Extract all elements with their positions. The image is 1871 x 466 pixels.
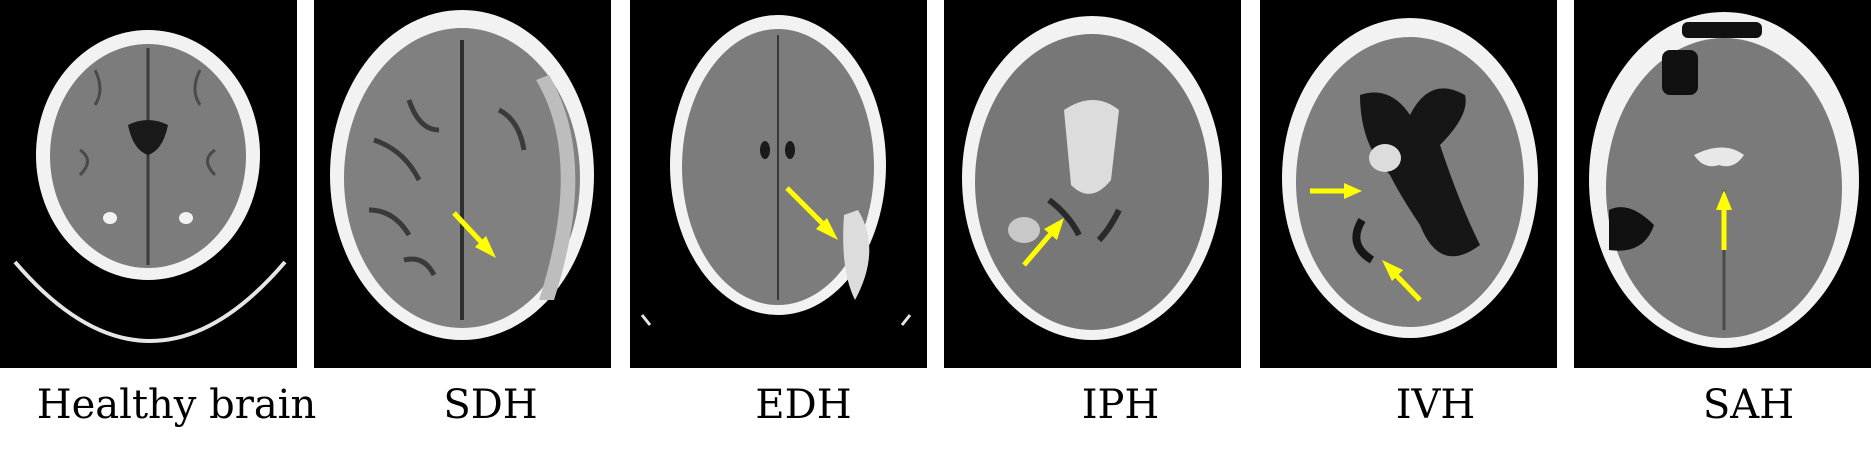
yellow-arrow-icon — [1382, 260, 1422, 302]
caption-iph: IPH — [1081, 382, 1160, 428]
caption-ivh: IVH — [1395, 382, 1476, 428]
ct-scan-sah — [1574, 0, 1871, 368]
yellow-arrow-icon — [1716, 190, 1732, 250]
ct-scan-edh — [630, 0, 927, 368]
ct-scan-sdh — [314, 0, 611, 368]
caption-sah: SAH — [1702, 382, 1795, 428]
caption-edh: EDH — [755, 382, 852, 428]
ct-scan-iph — [944, 0, 1241, 368]
caption-sdh: SDH — [443, 382, 538, 428]
yellow-arrow-icon — [785, 186, 838, 240]
caption-healthy-brain: Healthy brain — [36, 382, 317, 428]
yellow-arrow-icon — [1022, 218, 1064, 267]
ct-scan-ivh — [1260, 0, 1557, 368]
yellow-arrow-icon — [1310, 183, 1362, 199]
ct-scan-healthy-brain — [0, 0, 297, 368]
yellow-arrow-icon — [452, 211, 496, 258]
